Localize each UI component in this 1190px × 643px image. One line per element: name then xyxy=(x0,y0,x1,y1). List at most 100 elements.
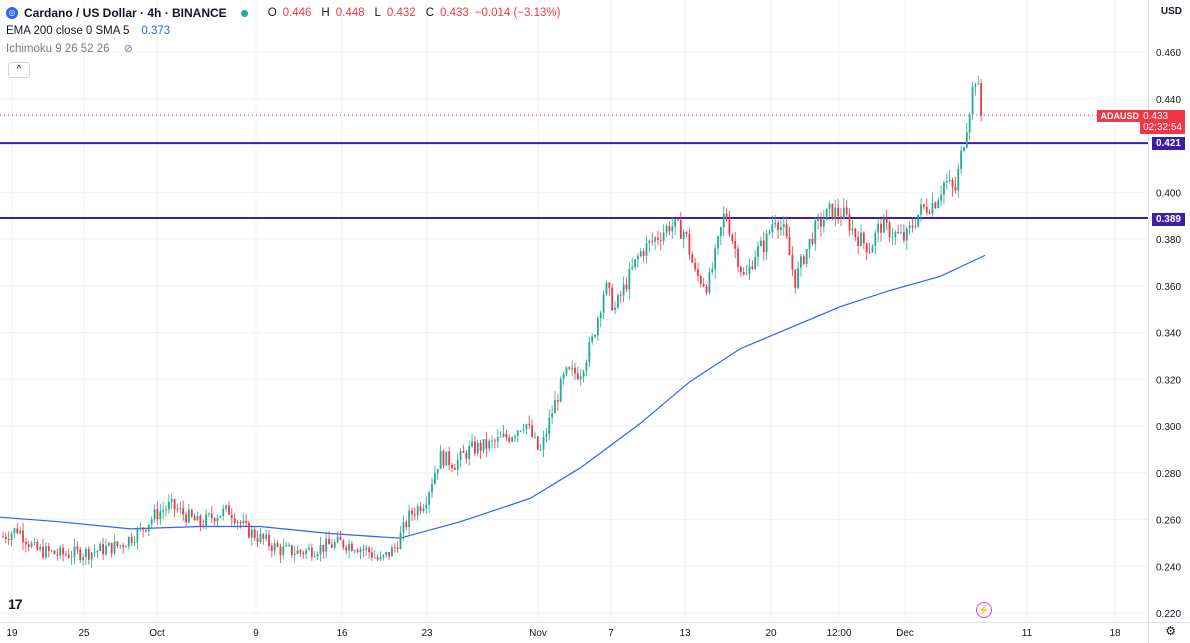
candle-body xyxy=(125,546,127,548)
ichimoku-row[interactable]: Ichimoku 9 26 52 26 ⊘ xyxy=(6,40,560,58)
candle-body xyxy=(373,557,376,559)
candle-body xyxy=(213,518,216,522)
candle-body xyxy=(282,546,285,556)
candle-body xyxy=(67,554,70,558)
candle-body xyxy=(222,508,225,516)
candle-body xyxy=(219,515,222,518)
open-label: O xyxy=(267,7,277,19)
candle-body xyxy=(608,282,611,288)
candle-body xyxy=(905,228,908,241)
currency-selector[interactable]: USD xyxy=(1160,6,1182,17)
candle-body xyxy=(428,492,431,505)
candle-body xyxy=(825,208,828,220)
hline-tag-lower: 0.389 xyxy=(1151,213,1185,226)
candle-body xyxy=(691,254,694,263)
candle-body xyxy=(22,530,24,542)
candle-body xyxy=(554,400,556,414)
candle-body xyxy=(113,541,116,554)
y-tick-label: 0.220 xyxy=(1156,609,1181,620)
candle-body xyxy=(33,541,36,544)
candle-body xyxy=(296,550,299,554)
candle-body xyxy=(928,212,931,214)
candle-body xyxy=(42,546,44,558)
candle-body xyxy=(745,274,748,275)
candle-body xyxy=(176,509,179,511)
candle-body xyxy=(368,547,370,553)
hidden-eye-icon[interactable]: ⊘ xyxy=(123,43,133,55)
candle-body xyxy=(419,506,422,512)
candle-body xyxy=(319,544,322,555)
x-tick-label: Dec xyxy=(896,628,914,639)
candle-body xyxy=(754,257,757,269)
candle-body xyxy=(897,232,900,233)
candle-body xyxy=(494,440,496,442)
candle-body xyxy=(751,266,754,269)
current-price-tag: 0.433 02:32:54 xyxy=(1140,110,1185,134)
candle-body xyxy=(934,202,937,208)
candle-body xyxy=(13,528,16,534)
x-tick-label: 7 xyxy=(608,628,614,639)
candle-body xyxy=(539,449,542,451)
candle-body xyxy=(737,248,739,267)
tradingview-logo-icon[interactable]: 17 xyxy=(8,596,23,612)
candle-body xyxy=(285,545,288,547)
candle-body xyxy=(90,552,93,560)
candle-body xyxy=(725,213,728,220)
candle-body xyxy=(860,232,862,247)
candle-body xyxy=(842,207,845,219)
lightning-icon[interactable]: ⚡ xyxy=(976,602,992,618)
candle-body xyxy=(840,216,842,219)
candle-body xyxy=(190,509,193,517)
candle-body xyxy=(551,413,554,418)
candle-body xyxy=(122,545,125,548)
candle-body xyxy=(780,227,782,231)
candle-body xyxy=(322,544,325,552)
candle-body xyxy=(642,251,645,257)
candle-body xyxy=(694,262,697,270)
candle-body xyxy=(871,246,874,253)
candle-body xyxy=(948,179,951,182)
candle-body xyxy=(765,233,768,252)
candle-body xyxy=(196,515,199,521)
candle-body xyxy=(571,367,574,369)
ema-row[interactable]: EMA 200 close 0 SMA 5 0.373 xyxy=(6,22,560,40)
candle-body xyxy=(971,87,974,115)
candle-body xyxy=(290,545,293,556)
candle-body xyxy=(957,169,960,191)
candle-body xyxy=(416,506,419,516)
candle-body xyxy=(351,543,353,551)
settings-icon[interactable]: ⚙ xyxy=(1165,624,1176,638)
candle-body xyxy=(359,549,362,553)
candle-body xyxy=(233,518,236,524)
candle-body xyxy=(531,425,533,437)
candle-body xyxy=(333,542,336,548)
x-tick-label: 25 xyxy=(78,628,90,639)
candle-body xyxy=(602,294,605,313)
candle-body xyxy=(817,218,819,221)
candle-body xyxy=(505,433,508,438)
candle-body xyxy=(19,530,22,534)
candle-body xyxy=(451,464,453,469)
candle-body xyxy=(865,243,868,253)
candle-body xyxy=(502,433,505,437)
candle-body xyxy=(925,206,928,213)
change-value: −0.014 (−3.13%) xyxy=(474,7,561,19)
candle-body xyxy=(396,547,399,549)
candle-body xyxy=(73,546,76,558)
candle-body xyxy=(923,204,925,207)
candle-body xyxy=(259,534,262,542)
candle-body xyxy=(185,514,187,523)
candle-body xyxy=(468,446,471,459)
candle-body xyxy=(568,367,571,369)
candle-body xyxy=(159,511,162,520)
candle-body xyxy=(511,437,513,442)
bar-countdown: 02:32:54 xyxy=(1143,122,1182,133)
candle-body xyxy=(7,539,10,541)
symbol-title[interactable]: Cardano / US Dollar · 4h · BINANCE xyxy=(24,6,227,20)
candle-body xyxy=(662,232,665,241)
candle-body xyxy=(614,307,616,310)
candle-body xyxy=(851,228,854,231)
collapse-legend-button[interactable]: ^ xyxy=(8,62,30,78)
candle-body xyxy=(711,269,714,273)
